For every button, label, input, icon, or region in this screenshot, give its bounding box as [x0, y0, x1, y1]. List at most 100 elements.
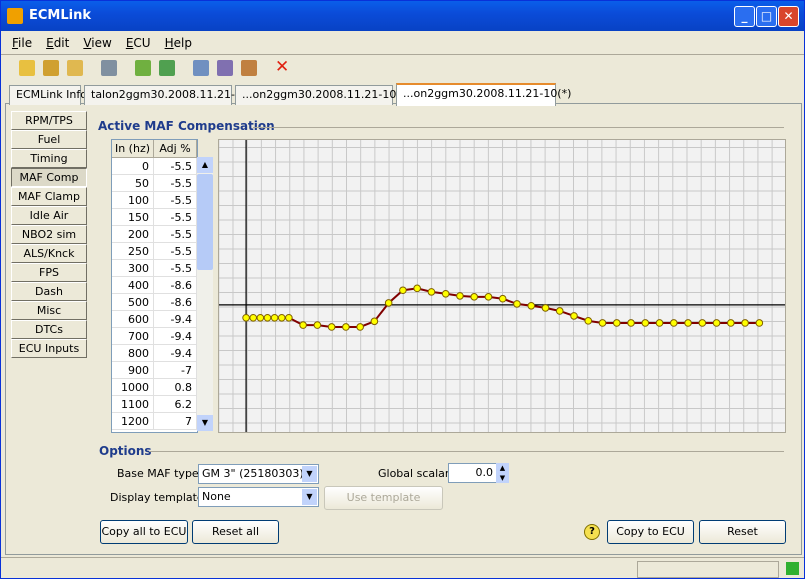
- save-icon[interactable]: [43, 60, 59, 76]
- point: [270, 313, 279, 322]
- maximize[interactable]: □: [756, 6, 777, 27]
- tab[interactable]: ...on2ggm30.2008.11.21-10(*): [235, 85, 410, 105]
- config-icon[interactable]: [193, 60, 209, 76]
- point: [263, 313, 272, 322]
- point: [655, 319, 664, 327]
- table-cell: 1100: [112, 396, 154, 413]
- nav-button[interactable]: Idle Air: [11, 206, 87, 225]
- close[interactable]: ✕: [778, 6, 799, 27]
- help-icon[interactable]: ?: [584, 524, 600, 540]
- status-panel: [637, 561, 779, 578]
- folder-icon[interactable]: [67, 60, 83, 76]
- table-cell: 100: [112, 192, 154, 209]
- nav-button[interactable]: FPS: [11, 263, 87, 282]
- table-cell: 150: [112, 209, 154, 226]
- point: [727, 319, 735, 327]
- table-cell: -5.5: [154, 226, 197, 243]
- table: In (hz) Adj % 0 -5.5 50 -5.5 100 -5.5 150 -5.5 200…: [111, 139, 198, 433]
- tab[interactable]: ECMLink Info: [9, 85, 87, 105]
- nav-button[interactable]: Dash: [11, 282, 87, 301]
- table-cell: 900: [112, 362, 154, 379]
- spinner[interactable]: ▲ ▼: [496, 463, 509, 483]
- table-cell: 250: [112, 243, 154, 260]
- display-template-combo[interactable]: None: [198, 487, 319, 507]
- point: [299, 321, 307, 329]
- point: [598, 319, 607, 327]
- table-cell: -5.5: [154, 209, 197, 226]
- table-cell: 0.8: [154, 379, 197, 396]
- point: [584, 317, 593, 325]
- table-cell: -7: [154, 362, 197, 379]
- table-cell: -9.4: [154, 311, 197, 328]
- reset-button[interactable]: Reset: [699, 520, 786, 544]
- point: [684, 319, 692, 327]
- nav-button[interactable]: RPM/TPS: [11, 111, 87, 130]
- tools-icon[interactable]: [101, 60, 117, 76]
- status-bar: [1, 557, 804, 578]
- table-cell: 7: [154, 413, 197, 430]
- reset-all-button[interactable]: Reset all: [192, 520, 279, 544]
- title-bar: ECMLink _ □ ✕: [1, 1, 804, 31]
- point: [456, 292, 464, 300]
- table-cell: 300: [112, 260, 154, 277]
- nav-button[interactable]: Fuel: [11, 130, 87, 149]
- nav-button[interactable]: MAF Comp: [11, 168, 87, 187]
- delete-icon[interactable]: ✕: [275, 57, 290, 77]
- point: [570, 312, 578, 320]
- menu-item[interactable]: File: [12, 36, 33, 50]
- point: [384, 299, 393, 307]
- nav-button[interactable]: Timing: [11, 149, 87, 168]
- scroll-thumb[interactable]: [197, 174, 213, 270]
- nav-button[interactable]: ECU Inputs: [11, 339, 87, 358]
- menu-item[interactable]: Help: [164, 36, 192, 50]
- table-cell: 200: [112, 226, 154, 243]
- table-cell: 6.2: [154, 396, 197, 413]
- use-template-button[interactable]: Use template: [324, 486, 443, 510]
- nav-button[interactable]: Misc: [11, 301, 87, 320]
- separator: [1, 54, 804, 55]
- point: [242, 313, 250, 322]
- table-cell: -9.4: [154, 328, 197, 345]
- point: [513, 300, 521, 308]
- app-icon: [7, 8, 23, 24]
- copy-all-button[interactable]: Copy all to ECU: [100, 520, 188, 544]
- point: [669, 319, 678, 327]
- nav-button[interactable]: ALS/Knck: [11, 244, 87, 263]
- point: [698, 319, 707, 327]
- upload-icon[interactable]: [135, 60, 151, 76]
- nav-button[interactable]: MAF Clamp: [11, 187, 87, 206]
- tab[interactable]: talon2ggm30.2008.11.21-10: [84, 85, 249, 105]
- point: [627, 319, 635, 327]
- chart: [218, 139, 786, 433]
- table-cell: -5.5: [154, 192, 197, 209]
- point: [313, 321, 322, 329]
- menu-bar: File Edit View ECU Help: [12, 36, 206, 50]
- refresh-icon[interactable]: [159, 60, 175, 76]
- base-maf-combo[interactable]: GM 3" (25180303): [198, 464, 319, 484]
- scrollbar[interactable]: ▲ ▼: [197, 157, 213, 431]
- display-template-value: None: [202, 490, 231, 503]
- minimize[interactable]: _: [734, 6, 755, 27]
- copy-button[interactable]: Copy to ECU: [607, 520, 694, 544]
- global-scalar-input[interactable]: 0.0: [448, 463, 497, 483]
- base-maf-label: Base MAF type:: [117, 467, 203, 480]
- log-icon[interactable]: [217, 60, 233, 76]
- column-header: Adj %: [154, 140, 197, 158]
- table-cell: 1000: [112, 379, 154, 396]
- point: [755, 319, 764, 327]
- clear-icon[interactable]: [241, 60, 257, 76]
- table-cell: -9.4: [154, 345, 197, 362]
- menu-item[interactable]: View: [83, 36, 112, 50]
- menu-item[interactable]: Edit: [46, 36, 70, 50]
- point: [327, 323, 336, 331]
- base-maf-value: GM 3" (25180303): [202, 467, 304, 480]
- options-title: Options: [99, 444, 152, 458]
- table-cell: 50: [112, 175, 154, 192]
- tab[interactable]: ...on2ggm30.2008.11.21-10(*): [396, 83, 571, 106]
- point: [427, 288, 436, 296]
- nav-button[interactable]: NBO2 sim: [11, 225, 87, 244]
- table-cell: 500: [112, 294, 154, 311]
- menu-item[interactable]: ECU: [125, 36, 151, 50]
- nav-button[interactable]: DTCs: [11, 320, 87, 339]
- open-icon[interactable]: [19, 60, 35, 76]
